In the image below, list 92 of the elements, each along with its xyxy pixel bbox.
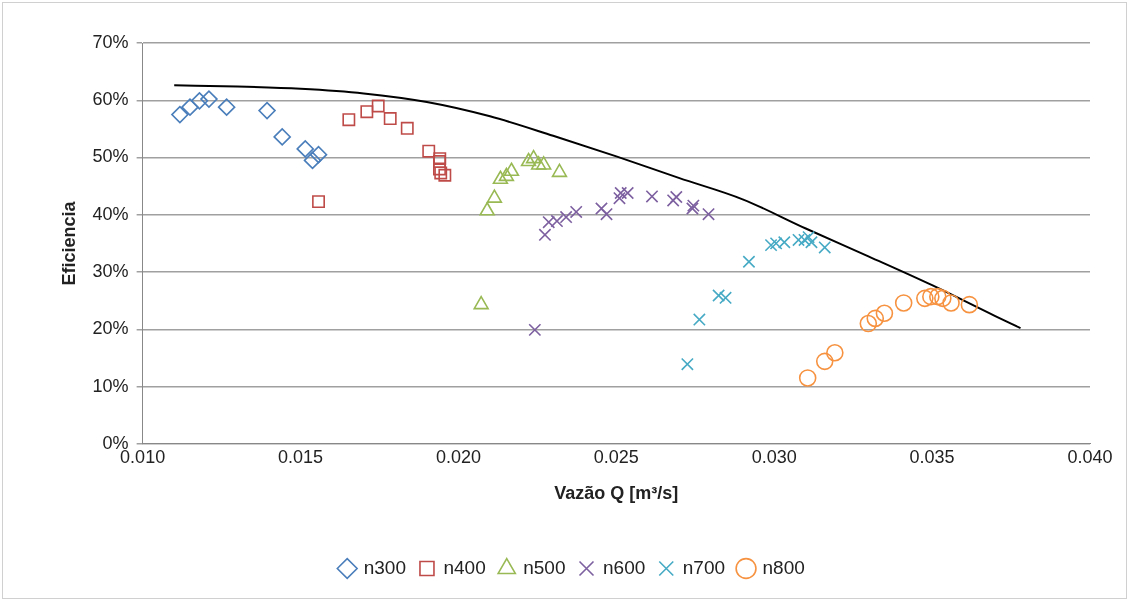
point xyxy=(614,186,628,200)
point xyxy=(666,194,680,207)
point xyxy=(371,99,385,113)
point xyxy=(400,121,414,135)
point xyxy=(621,186,635,200)
point xyxy=(928,287,947,306)
point xyxy=(303,151,322,170)
point xyxy=(859,314,878,333)
point xyxy=(550,214,564,228)
x-axis-title: Vazão Q [m³/s] xyxy=(554,483,679,504)
x-tick-label: 0.025 xyxy=(593,446,639,467)
point xyxy=(769,236,783,250)
point xyxy=(273,128,292,146)
point xyxy=(538,228,552,242)
point xyxy=(680,357,694,371)
point xyxy=(569,205,583,219)
point xyxy=(600,207,613,221)
point xyxy=(875,304,894,323)
point xyxy=(296,140,315,158)
legend-label: n600 xyxy=(603,556,646,578)
point xyxy=(525,149,542,164)
point xyxy=(181,98,199,116)
point xyxy=(217,98,236,116)
point xyxy=(894,294,913,312)
point xyxy=(818,240,832,254)
point xyxy=(171,105,189,124)
point xyxy=(312,195,325,209)
legend-label: n300 xyxy=(363,556,406,578)
point xyxy=(360,105,374,119)
point xyxy=(438,168,452,182)
point xyxy=(777,235,791,249)
point xyxy=(792,233,805,247)
point xyxy=(422,144,436,158)
point xyxy=(802,230,816,244)
point xyxy=(719,291,733,305)
point xyxy=(613,191,626,205)
point xyxy=(383,112,397,126)
point xyxy=(826,343,844,362)
point xyxy=(342,113,356,127)
point xyxy=(258,101,276,120)
point xyxy=(934,289,952,308)
point xyxy=(520,152,537,167)
point xyxy=(805,235,818,249)
point xyxy=(645,189,659,203)
y-tick-label: 60% xyxy=(92,89,129,110)
point xyxy=(309,145,328,164)
y-tick-label: 40% xyxy=(92,203,129,224)
point xyxy=(503,162,520,177)
point xyxy=(960,295,979,314)
point xyxy=(200,90,218,108)
line-series xyxy=(173,84,1022,330)
point xyxy=(498,167,515,182)
point xyxy=(434,166,448,180)
x-tick-label: 0.015 xyxy=(278,446,324,467)
point xyxy=(942,294,960,312)
x-tick-label: 0.035 xyxy=(909,446,955,467)
point xyxy=(712,289,726,302)
point xyxy=(669,190,683,204)
legend-label: n500 xyxy=(523,556,566,578)
point xyxy=(595,202,608,215)
point xyxy=(486,189,503,203)
y-tick-label: 10% xyxy=(92,375,129,396)
point xyxy=(764,238,778,252)
point xyxy=(916,289,934,308)
point xyxy=(798,233,811,247)
point xyxy=(190,92,209,110)
point xyxy=(535,156,552,170)
point xyxy=(433,162,446,176)
point xyxy=(702,207,715,221)
legend-label: n700 xyxy=(682,556,726,578)
x-tick-label: 0.040 xyxy=(1067,446,1113,467)
point xyxy=(742,255,756,269)
point xyxy=(866,309,885,328)
point xyxy=(692,313,706,327)
y-tick-label: 30% xyxy=(92,261,129,281)
point xyxy=(815,352,834,371)
y-tick-label: 50% xyxy=(92,146,129,167)
y-tick-label: 70% xyxy=(92,31,129,52)
legend-label: n400 xyxy=(443,556,486,578)
point xyxy=(542,215,556,229)
x-tick-label: 0.030 xyxy=(751,446,797,467)
y-tick-label: 20% xyxy=(92,318,129,339)
point xyxy=(530,156,547,170)
point xyxy=(798,369,817,387)
point xyxy=(528,323,542,337)
y-axis-title: Eficiencia xyxy=(58,200,79,286)
point xyxy=(922,287,940,306)
point xyxy=(559,210,573,224)
point xyxy=(492,170,509,185)
x-tick-label: 0.020 xyxy=(435,446,481,467)
point xyxy=(551,163,568,178)
legend-label: n800 xyxy=(762,556,805,578)
